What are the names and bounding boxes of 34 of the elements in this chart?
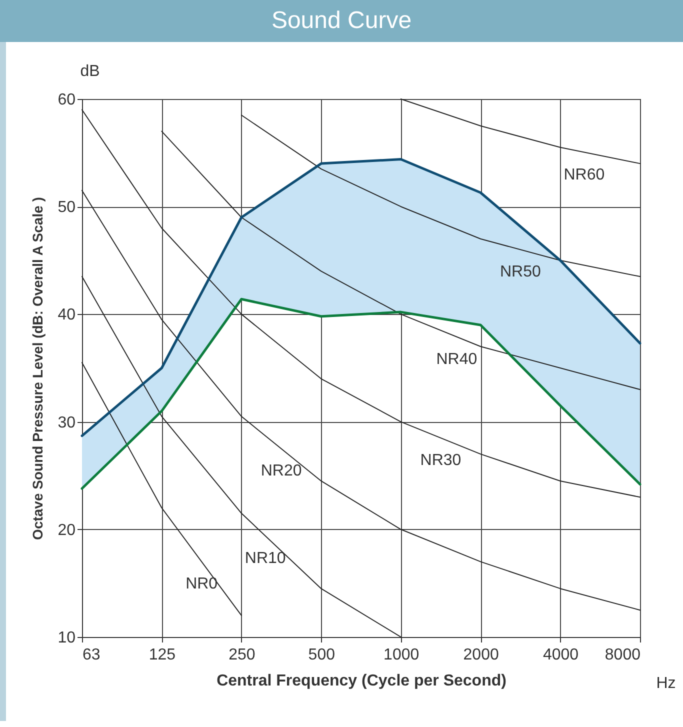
line-series [161, 130, 640, 390]
line-series [240, 114, 640, 278]
x-tick-label: 4000 [542, 646, 579, 664]
series-label: NR60 [564, 166, 605, 184]
y-tick-label: 60 [58, 92, 76, 108]
y-tick-label: 50 [58, 199, 76, 216]
y-tick-label: 30 [58, 414, 76, 432]
x-tick-label: 8000 [604, 646, 641, 664]
x-tick-label: 63 [82, 646, 100, 664]
series-label: NR30 [420, 452, 462, 469]
y-tick-label: 20 [58, 522, 76, 539]
x-tick-label: 125 [148, 646, 176, 664]
series-label: NR0 [186, 576, 218, 593]
line-series [82, 109, 640, 498]
line-series [82, 190, 640, 611]
x-axis-title: Central Frequency (Cycle per Second) [216, 672, 506, 690]
text: Hz [656, 675, 676, 692]
chart-title: Sound Curve [0, 0, 683, 42]
y-tick-label: 40 [58, 306, 76, 324]
y-tick-label: 10 [58, 630, 76, 646]
line-series [80, 298, 642, 490]
series-label: NR40 [436, 350, 478, 368]
series-label: NR50 [500, 264, 541, 281]
x-tick-label: 250 [228, 646, 256, 664]
x-tick-label: 1000 [384, 646, 420, 664]
series-label: NR20 [260, 462, 302, 480]
x-tick-label: 2000 [463, 646, 499, 664]
line-series [400, 98, 640, 164]
text: dB [80, 63, 100, 80]
x-tick-label: 500 [308, 646, 336, 664]
y-axis-title: Octave Sound Pressure Level (dB: Overall A Scale ) [30, 197, 46, 540]
line-series [82, 276, 402, 638]
line-series [80, 158, 642, 438]
series-label: NR10 [244, 550, 286, 567]
